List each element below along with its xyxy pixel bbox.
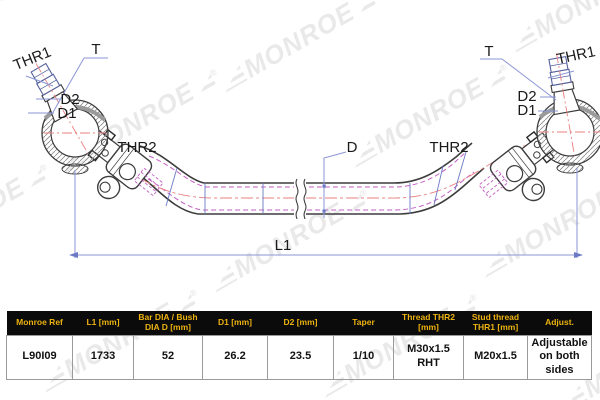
label-d1-right: D1 bbox=[517, 102, 536, 119]
value-d2: 23.5 bbox=[267, 334, 334, 380]
col-header-adjust: Adjust. bbox=[527, 311, 592, 336]
dimension-marks bbox=[69, 184, 583, 258]
label-d2-left: D2 bbox=[60, 91, 79, 108]
spec-table: Monroe Ref L1 [mm] Bar DIA / Bush DIA D … bbox=[6, 311, 592, 380]
col-header-monroe-ref: Monroe Ref bbox=[6, 311, 73, 336]
col-header-l1: L1 [mm] bbox=[72, 311, 134, 336]
drag-link-technical-drawing: THR1 T D2 D1 THR2 D THR2 T THR1 D2 D1 L1 bbox=[11, 41, 600, 258]
value-adjust: Adjustable on both sides bbox=[527, 334, 592, 380]
section-lines bbox=[165, 151, 467, 214]
value-thread-thr2: M30x1.5 RHT bbox=[393, 334, 464, 380]
value-stud-thread-thr1: M20x1.5 bbox=[463, 334, 528, 380]
col-header-stud-thread-thr1: Stud thread THR1 [mm] bbox=[463, 311, 528, 336]
value-d1: 26.2 bbox=[202, 334, 268, 380]
label-thr1-right: THR1 bbox=[555, 43, 597, 68]
label-t-right: T bbox=[484, 43, 493, 60]
label-thr2-left: THR2 bbox=[117, 139, 156, 156]
spec-value-row: L90I09 1733 52 26.2 23.5 1/10 M30x1.5 RH… bbox=[6, 334, 592, 380]
col-header-taper: Taper bbox=[333, 311, 394, 336]
spec-header-row: Monroe Ref L1 [mm] Bar DIA / Bush DIA D … bbox=[6, 311, 592, 336]
leader-lines bbox=[25, 57, 578, 258]
col-header-bar-dia: Bar DIA / Bush DIA D [mm] bbox=[133, 311, 203, 336]
break-symbol bbox=[294, 178, 307, 220]
label-d: D bbox=[347, 139, 358, 156]
col-header-d1: D1 [mm] bbox=[202, 311, 268, 336]
value-taper: 1/10 bbox=[333, 334, 394, 380]
label-thr2-right: THR2 bbox=[429, 139, 468, 156]
label-d1-left: D1 bbox=[57, 105, 76, 122]
col-header-d2: D2 [mm] bbox=[267, 311, 334, 336]
label-l1: L1 bbox=[275, 237, 292, 254]
right-ball-joint bbox=[472, 50, 600, 224]
label-d2-right: D2 bbox=[517, 88, 536, 105]
value-bar-dia: 52 bbox=[133, 334, 203, 380]
bar-body bbox=[87, 129, 563, 220]
value-l1: 1733 bbox=[72, 334, 134, 380]
col-header-thread-thr2: Thread THR2 [mm] bbox=[393, 311, 464, 336]
value-monroe-ref: L90I09 bbox=[6, 334, 73, 380]
label-t-left: T bbox=[91, 41, 100, 58]
